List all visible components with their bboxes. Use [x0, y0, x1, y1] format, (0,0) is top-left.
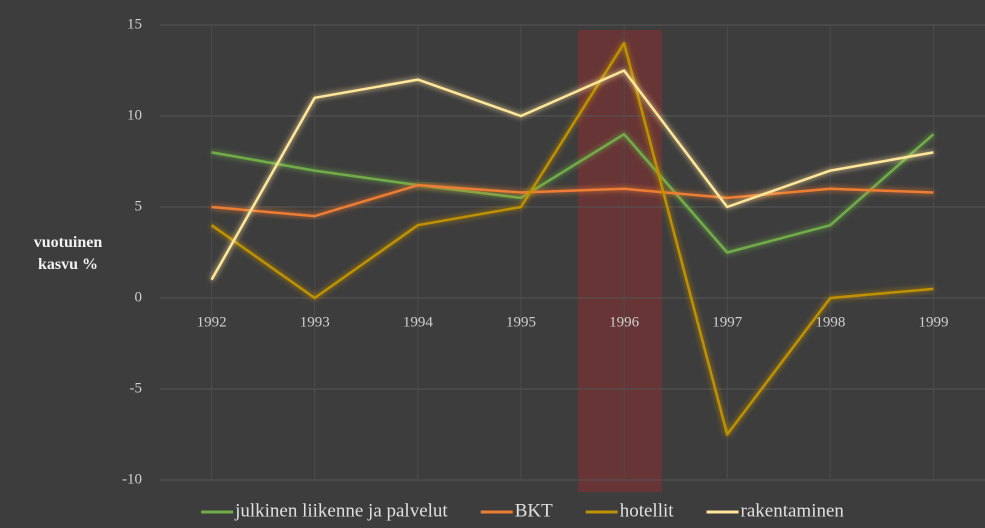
x-tick-label: 1992	[197, 314, 227, 330]
legend-label: julkinen liikenne ja palvelut	[234, 500, 448, 521]
legend-label: hotellit	[620, 500, 675, 521]
highlight-band	[578, 30, 662, 492]
x-tick-label: 1996	[609, 314, 640, 330]
labels: -10 -5 0 5 10 15 1992 1993 1994 1995 1996 1997 1998 1…	[122, 16, 948, 521]
y-tick-label: -10	[122, 471, 142, 487]
series-line	[210, 41, 934, 436]
x-tick-label: 1998	[815, 314, 845, 330]
y-tick-label: 15	[127, 16, 142, 32]
grid	[160, 24, 985, 481]
series-line	[211, 183, 934, 218]
x-tick-label: 1993	[300, 314, 330, 330]
x-tick-label: 1994	[403, 314, 434, 330]
lines	[210, 41, 935, 436]
y-tick-label: 5	[135, 198, 143, 214]
legend-label: BKT	[515, 500, 553, 521]
series-line	[211, 132, 935, 254]
x-tick-label: 1997	[712, 314, 743, 330]
y-tick-label: 10	[127, 107, 142, 123]
y-tick-label: 0	[135, 289, 143, 305]
y-tick-label: -5	[130, 380, 143, 396]
series-line	[210, 69, 934, 281]
x-tick-label: 1999	[918, 314, 948, 330]
x-tick-label: 1995	[506, 314, 536, 330]
legend-label: rakentaminen	[741, 500, 845, 521]
y-axis-label: vuotuinen kasvu %	[33, 234, 103, 273]
